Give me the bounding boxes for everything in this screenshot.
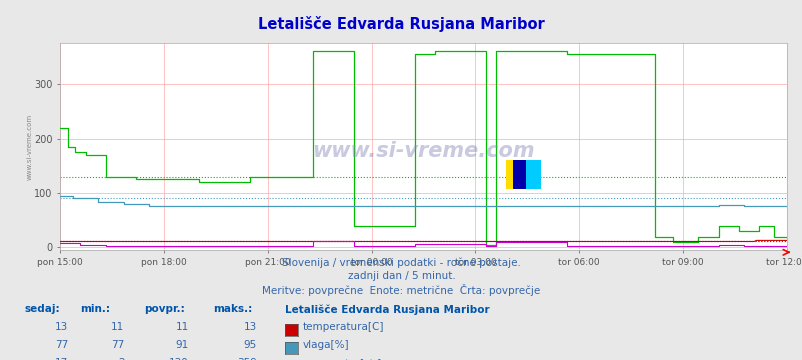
- Text: 13: 13: [55, 322, 68, 332]
- Text: 359: 359: [237, 358, 257, 360]
- Text: 11: 11: [111, 322, 124, 332]
- Text: maks.:: maks.:: [213, 304, 252, 314]
- Text: temperatura[C]: temperatura[C]: [302, 322, 383, 332]
- Text: 17: 17: [55, 358, 68, 360]
- Y-axis label: www.si-vreme.com: www.si-vreme.com: [26, 114, 33, 180]
- Text: 77: 77: [111, 340, 124, 350]
- Text: smer vetra[st.]: smer vetra[st.]: [302, 358, 380, 360]
- Text: 95: 95: [243, 340, 257, 350]
- Text: vlaga[%]: vlaga[%]: [302, 340, 349, 350]
- Text: 130: 130: [168, 358, 188, 360]
- Bar: [523, 160, 541, 189]
- Text: www.si-vreme.com: www.si-vreme.com: [312, 141, 534, 161]
- Text: 2: 2: [118, 358, 124, 360]
- Text: Meritve: povprečne  Enote: metrične  Črta: povprečje: Meritve: povprečne Enote: metrične Črta:…: [262, 284, 540, 296]
- Text: Letališče Edvarda Rusjana Maribor: Letališče Edvarda Rusjana Maribor: [285, 304, 489, 315]
- Text: 13: 13: [243, 322, 257, 332]
- Text: Letališče Edvarda Rusjana Maribor: Letališče Edvarda Rusjana Maribor: [257, 16, 545, 32]
- Text: sedaj:: sedaj:: [24, 304, 59, 314]
- Text: 77: 77: [55, 340, 68, 350]
- Bar: [505, 160, 523, 189]
- Text: min.:: min.:: [80, 304, 110, 314]
- Text: zadnji dan / 5 minut.: zadnji dan / 5 minut.: [347, 271, 455, 281]
- Text: Slovenija / vremenski podatki - ročne postaje.: Slovenija / vremenski podatki - ročne po…: [282, 257, 520, 268]
- Text: 91: 91: [175, 340, 188, 350]
- Bar: [512, 160, 525, 189]
- Text: 11: 11: [175, 322, 188, 332]
- Text: povpr.:: povpr.:: [144, 304, 185, 314]
